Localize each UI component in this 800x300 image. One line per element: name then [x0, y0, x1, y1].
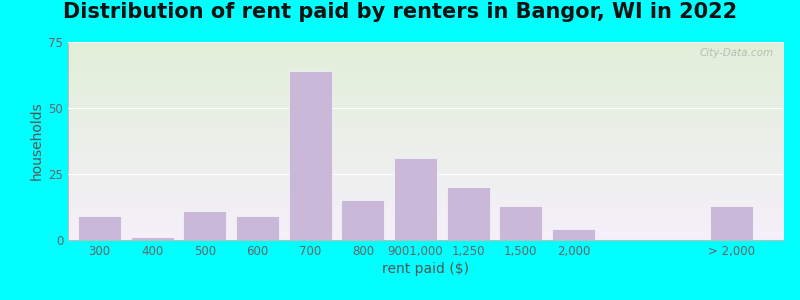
Text: Distribution of rent paid by renters in Bangor, WI in 2022: Distribution of rent paid by renters in …: [63, 2, 737, 22]
Bar: [710, 206, 753, 240]
Text: City-Data.com: City-Data.com: [699, 48, 774, 58]
Bar: [499, 206, 542, 240]
Bar: [78, 216, 121, 240]
Bar: [289, 71, 332, 240]
Bar: [236, 216, 279, 240]
X-axis label: rent paid ($): rent paid ($): [382, 262, 470, 276]
Bar: [552, 230, 595, 240]
Bar: [130, 237, 174, 240]
Y-axis label: households: households: [30, 102, 44, 180]
Bar: [394, 158, 437, 240]
Bar: [183, 211, 226, 240]
Bar: [446, 187, 490, 240]
Bar: [342, 200, 385, 240]
